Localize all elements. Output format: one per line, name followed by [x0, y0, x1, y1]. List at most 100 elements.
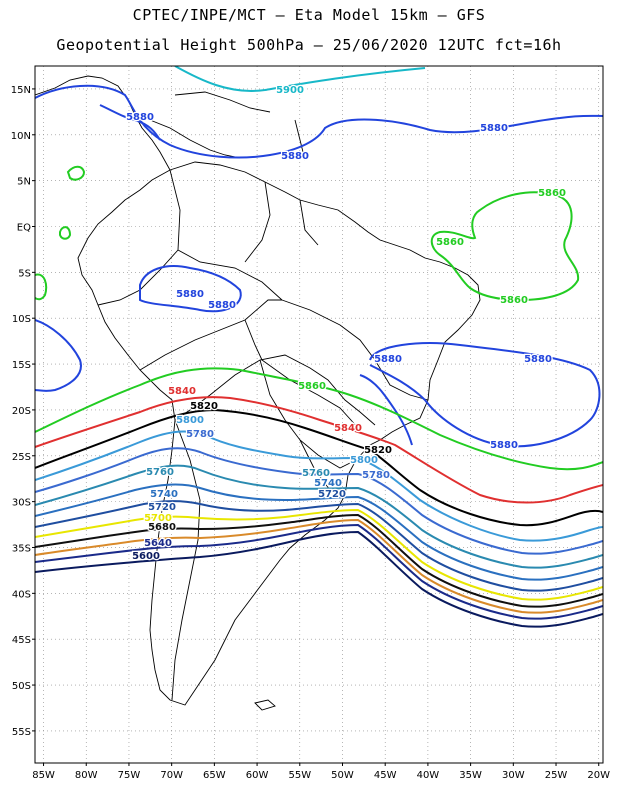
contour-5660	[35, 518, 603, 614]
contour-5880-caribbean	[99, 104, 161, 141]
height-contours	[35, 66, 603, 628]
contour-label-5840: 5840	[334, 423, 362, 434]
contour-label-5880: 5880	[176, 289, 204, 300]
lat-tick-label: 10N	[11, 131, 31, 142]
lon-tick-label: 45W	[374, 770, 397, 781]
contour-5680	[35, 513, 603, 608]
contour-label-5880: 5880	[490, 440, 518, 451]
contour-5860-pacific	[35, 273, 48, 301]
contour-5860-atlantic	[430, 191, 580, 302]
lat-tick-label: 35S	[12, 543, 31, 554]
contour-label-5840: 5840	[168, 386, 196, 397]
country-border-6	[174, 354, 376, 426]
map-subtitle: Geopotential Height 500hPa – 25/06/2020 …	[56, 36, 562, 54]
lat-tick-label: 45S	[12, 635, 31, 646]
lon-tick-label: 60W	[246, 770, 269, 781]
lon-tick-label: 20W	[587, 770, 610, 781]
contour-5760	[35, 464, 603, 569]
country-border-8	[244, 319, 263, 361]
lon-tick-label: 55W	[288, 770, 311, 781]
contour-5880-pacific	[35, 319, 82, 392]
country-border-2	[244, 181, 271, 263]
lat-tick-label: 10S	[12, 314, 31, 325]
lat-tick-label: 50S	[12, 681, 31, 692]
contour-5820	[35, 408, 603, 527]
lat-tick-label: 15N	[11, 85, 31, 96]
contour-5780	[35, 447, 603, 555]
contour-label-5640: 5640	[144, 538, 172, 549]
graticule	[35, 66, 603, 763]
contour-label-5860: 5860	[436, 237, 464, 248]
contour-label-5880: 5880	[126, 112, 154, 123]
country-border-11	[261, 359, 361, 431]
contour-5860-colombia	[59, 226, 72, 240]
country-border-4	[97, 249, 179, 306]
lon-tick-label: 65W	[203, 770, 226, 781]
contour-5840	[35, 396, 603, 504]
contour-5800	[35, 430, 603, 542]
contour-label-5600: 5600	[132, 551, 160, 562]
lat-tick-label: 55S	[12, 727, 31, 738]
country-border-12	[299, 439, 346, 496]
contour-label-5880: 5880	[208, 300, 236, 311]
contour-label-5780: 5780	[186, 429, 214, 440]
contour-label-5880: 5880	[374, 354, 402, 365]
contour-label-5760: 5760	[302, 468, 330, 479]
contour-label-5780: 5780	[362, 470, 390, 481]
contour-5880-north	[35, 84, 603, 159]
country-border-1	[169, 169, 283, 301]
contour-label-5720: 5720	[318, 489, 346, 500]
caribbean-coastline	[149, 119, 241, 159]
contour-5700	[35, 508, 603, 601]
lon-tick-label: 75W	[118, 770, 141, 781]
lon-tick-label: 85W	[32, 770, 55, 781]
contour-5880-brazil	[359, 374, 413, 446]
contour-5860-nw	[66, 165, 86, 181]
lat-tick-label: 20S	[12, 406, 31, 417]
lat-tick-label: 5N	[17, 177, 31, 188]
lesser-antilles-coastline	[294, 119, 306, 161]
contour-label-5900: 5900	[276, 85, 304, 96]
contour-label-5760: 5760	[146, 467, 174, 478]
contour-label-5680: 5680	[148, 522, 176, 533]
contour-label-5860: 5860	[500, 295, 528, 306]
contour-label-5820: 5820	[190, 401, 218, 412]
lat-tick-label: 40S	[12, 589, 31, 600]
lon-tick-label: 25W	[545, 770, 568, 781]
contour-5720	[35, 500, 603, 592]
country-border-10	[171, 419, 201, 701]
contour-labels: 5900 5880 5880 5880 5860 5860 5860 5880 5880 5880…	[125, 84, 567, 564]
country-border-3	[299, 199, 319, 246]
south-america-coastline	[77, 161, 481, 706]
lat-tick-label: EQ	[17, 222, 31, 233]
lon-tick-label: 50W	[331, 770, 354, 781]
contour-5860-main	[35, 367, 603, 471]
contour-label-5860: 5860	[538, 188, 566, 199]
contour-5600	[35, 530, 603, 628]
lon-tick-label: 80W	[75, 770, 98, 781]
contour-5880-amazon	[139, 265, 242, 313]
contour-label-5880: 5880	[480, 123, 508, 134]
greater-antilles-coastline	[174, 91, 271, 113]
lat-tick-label: 25S	[12, 452, 31, 463]
lat-tick-label: 15S	[12, 360, 31, 371]
contour-label-5700: 5700	[144, 513, 172, 524]
contour-label-5880: 5880	[281, 151, 309, 162]
falklands-coastline	[254, 699, 276, 711]
lon-tick-label: 30W	[502, 770, 525, 781]
contour-label-5720: 5720	[148, 502, 176, 513]
lat-tick-label: 5S	[18, 268, 31, 279]
contour-label-5740: 5740	[150, 489, 178, 500]
contour-label-5800: 5800	[350, 455, 378, 466]
country-border-7	[281, 299, 429, 401]
coastlines	[35, 75, 481, 711]
contour-5900	[174, 66, 426, 92]
contour-5740	[35, 483, 603, 581]
country-border-5	[139, 299, 282, 371]
contour-label-5800: 5800	[176, 415, 204, 426]
contour-label-5880: 5880	[524, 354, 552, 365]
contour-label-5820: 5820	[364, 445, 392, 456]
map-title: CPTEC/INPE/MCT – Eta Model 15km – GFS	[132, 6, 486, 24]
map-frame	[34, 65, 604, 764]
